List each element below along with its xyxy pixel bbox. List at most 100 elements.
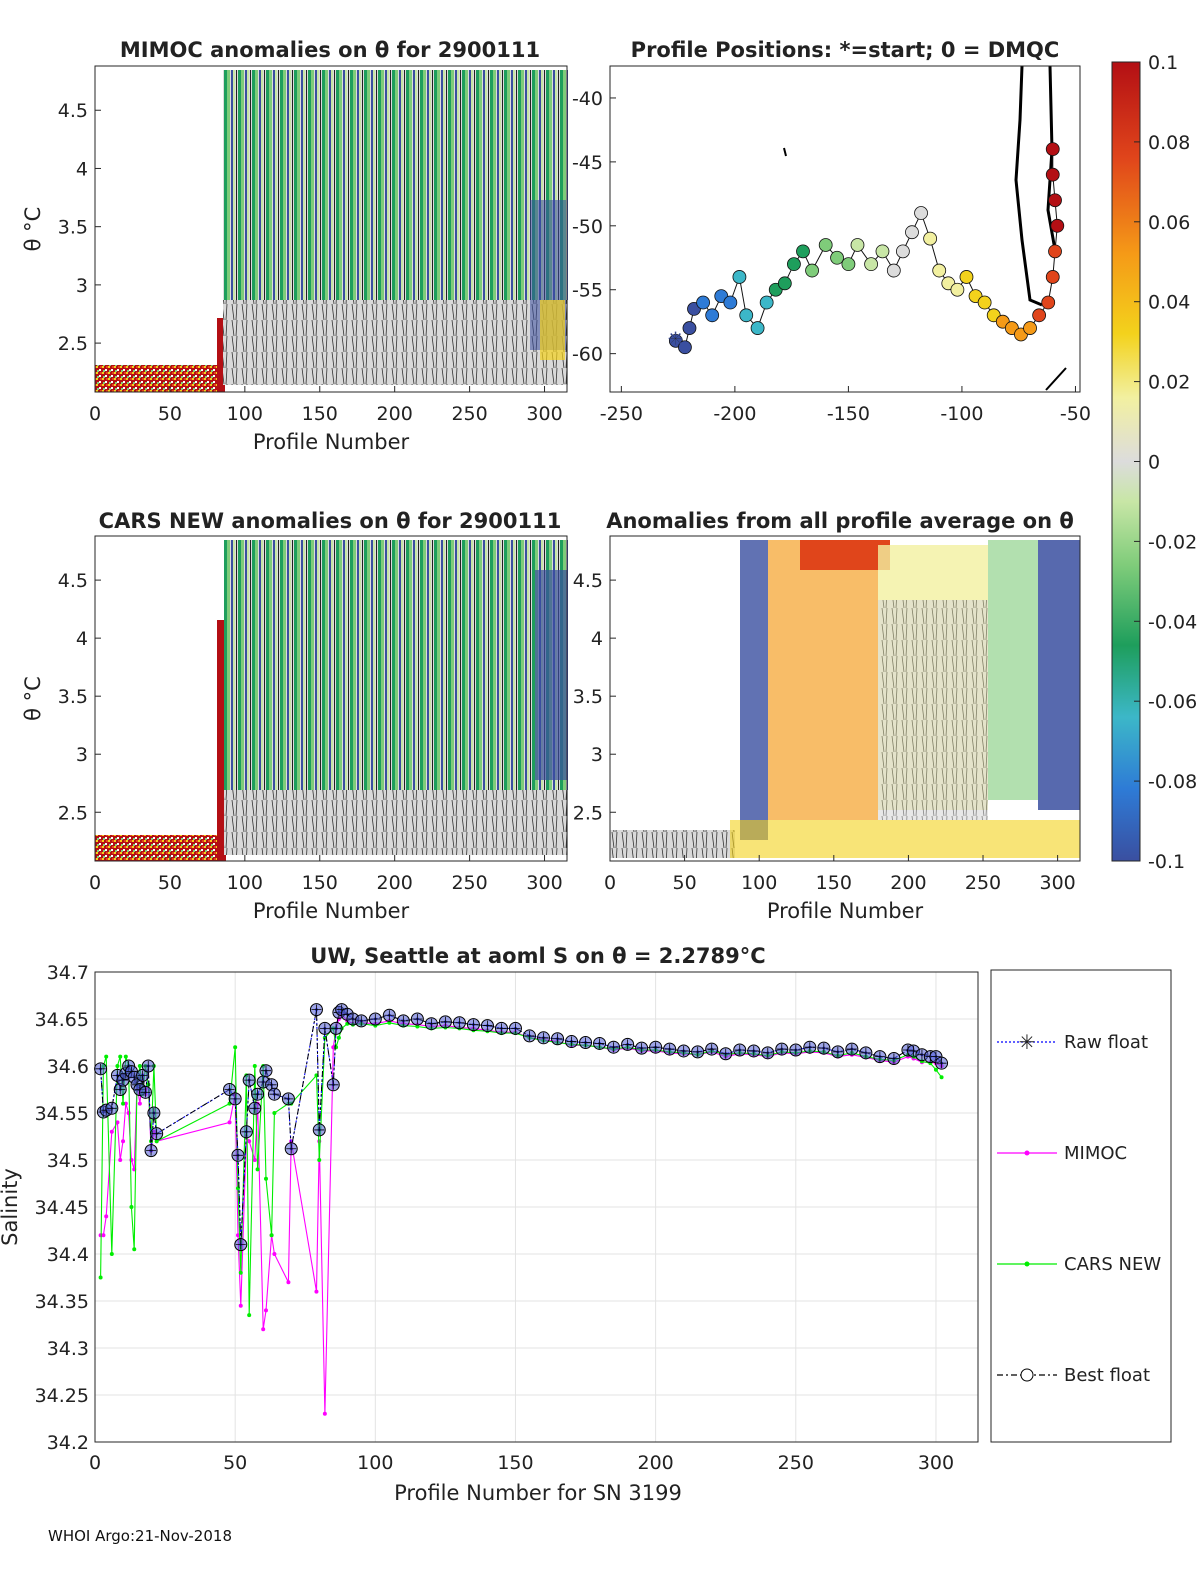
cars-new-point <box>247 1313 251 1317</box>
salinity-chart: 0 50 100 150 200 250 30034.734.6534.634.5534.5… <box>0 962 978 1505</box>
profile-avg-y-tick: 4.5 <box>573 570 603 592</box>
cars-x-label: Profile Number <box>253 899 410 923</box>
profile-position <box>865 258 878 271</box>
cars-panel <box>95 536 568 861</box>
colorbar-tick: -0.04 <box>1148 611 1197 633</box>
cars-x-tick: 200 <box>377 872 413 894</box>
legend-star-icon: ✳ <box>1019 1030 1036 1054</box>
colorbar-tick: 0 <box>1148 452 1160 474</box>
profile-position <box>787 258 800 271</box>
cars-new-point <box>99 1276 103 1280</box>
positions-y-tick: -40 <box>572 88 603 110</box>
profile-avg-x-tick: 300 <box>1039 872 1075 894</box>
mimoc-point <box>121 1139 125 1143</box>
cars-y-tick: 4 <box>76 628 88 650</box>
mimoc-x-tick: 50 <box>158 403 182 425</box>
cars-new-point <box>934 1068 938 1072</box>
profile-position <box>751 322 764 335</box>
colorbar-tick: -0.08 <box>1148 771 1197 793</box>
salinity-y-tick: 34.65 <box>35 1009 89 1031</box>
cars-y-tick: 4.5 <box>58 570 88 592</box>
mimoc-panel <box>95 66 568 392</box>
cars-x-tick: 300 <box>526 872 562 894</box>
cars-new-point <box>264 1177 268 1181</box>
mimoc-title: MIMOC anomalies on θ for 2900111 <box>120 38 540 62</box>
profile-avg-y-tick: 4 <box>591 628 603 650</box>
cars-new-point <box>272 1111 276 1115</box>
colorbar-tick: 0.04 <box>1148 292 1190 314</box>
profile-position <box>842 258 855 271</box>
profile-avg-x-tick: 100 <box>741 872 777 894</box>
salinity-y-tick: 34.25 <box>35 1385 89 1407</box>
profile-position <box>1024 322 1037 335</box>
cars-new-point <box>121 1102 125 1106</box>
salinity-y-label: Salinity <box>0 1168 22 1246</box>
mimoc-y-label: θ °C <box>21 207 45 252</box>
positions-x-tick: -250 <box>600 403 643 425</box>
colorbar-tick: -0.02 <box>1148 531 1197 553</box>
profile-position <box>760 296 773 309</box>
mimoc-point <box>104 1214 108 1218</box>
cars-x-tick: 250 <box>451 872 487 894</box>
salinity-y-tick: 34.45 <box>35 1197 89 1219</box>
profile-position <box>887 264 900 277</box>
profile-position <box>924 232 937 245</box>
legend-label: Best float <box>1064 1365 1150 1386</box>
profile-avg-x-label: Profile Number <box>767 899 924 923</box>
colorbar: 0.10.080.060.040.020-0.02-0.04-0.06-0.08… <box>1112 52 1197 873</box>
colorbar-tick: 0.06 <box>1148 212 1190 234</box>
salinity-y-tick: 34.5 <box>47 1150 89 1172</box>
cars-new-point <box>317 1158 321 1162</box>
mimoc-point <box>228 1120 232 1124</box>
mimoc-point <box>253 1158 257 1162</box>
profile-position <box>1051 219 1064 232</box>
profile-position <box>851 238 864 251</box>
profile-position <box>1049 194 1062 207</box>
profile-avg-x-tick: 50 <box>673 872 697 894</box>
positions-y-tick: -60 <box>572 344 603 366</box>
mimoc-early-field <box>95 365 223 392</box>
salinity-x-tick: 0 <box>89 1452 101 1474</box>
colorbar-tick: -0.06 <box>1148 691 1197 713</box>
profile-position <box>697 296 710 309</box>
positions-title: Profile Positions: *=start; 0 = DMQC <box>631 38 1060 62</box>
profile-position <box>1033 309 1046 322</box>
profile-position <box>1046 168 1059 181</box>
legend-circle-icon <box>1021 1369 1033 1381</box>
cars-x-tick: 150 <box>302 872 338 894</box>
salinity-chart-title: UW, Seattle at aoml S on θ = 2.2789°C <box>310 944 765 968</box>
profile-avg-panel <box>610 536 1080 861</box>
salinity-x-label: Profile Number for SN 3199 <box>394 1481 682 1505</box>
salinity-x-tick: 200 <box>638 1452 674 1474</box>
profile-position <box>915 207 928 220</box>
salinity-x-tick: 250 <box>778 1452 814 1474</box>
profile-avg-y-tick: 3.5 <box>573 686 603 708</box>
cars-x-tick: 50 <box>158 872 182 894</box>
profile-position <box>960 270 973 283</box>
start-marker: ✳ <box>668 329 683 350</box>
legend-dot-icon <box>1025 1151 1030 1156</box>
mimoc-point <box>110 1130 114 1134</box>
mimoc-y-tick: 2.5 <box>58 333 88 355</box>
salinity-x-tick: 150 <box>497 1452 533 1474</box>
profile-position <box>706 309 719 322</box>
salinity-y-tick: 34.4 <box>47 1244 89 1266</box>
cars-new-point <box>115 1064 119 1068</box>
profile-position <box>796 245 809 258</box>
mimoc-point <box>286 1280 290 1284</box>
profile-avg-x-tick: 200 <box>890 872 926 894</box>
figure-canvas: MIMOC anomalies on θ for 2900111 Profile… <box>0 0 1200 1575</box>
salinity-x-tick: 50 <box>223 1452 247 1474</box>
cars-y-tick: 3 <box>76 744 88 766</box>
profile-avg-title: Anomalies from all profile average on θ <box>606 509 1074 533</box>
mimoc-x-tick: 200 <box>377 403 413 425</box>
profile-position <box>905 226 918 239</box>
profile-position <box>740 309 753 322</box>
cars-new-point <box>940 1075 944 1079</box>
cars-new-point <box>138 1064 142 1068</box>
warm-anomaly-band <box>768 540 878 820</box>
colorbar-tick: -0.1 <box>1148 851 1185 873</box>
mimoc-x-tick: 150 <box>302 403 338 425</box>
cars-new-point <box>118 1055 122 1059</box>
cars-x-tick: 100 <box>227 872 263 894</box>
